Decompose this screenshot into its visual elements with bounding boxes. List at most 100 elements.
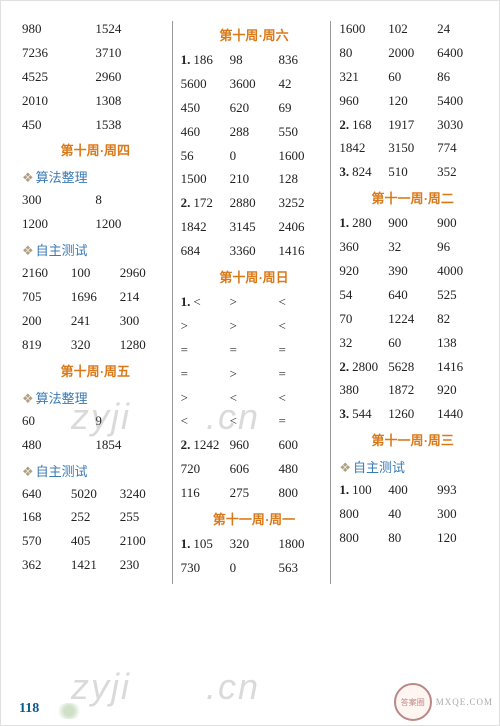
cell: 1600 xyxy=(278,148,327,165)
cell: 836 xyxy=(278,52,327,69)
cell: 9 xyxy=(95,413,168,430)
subsection: ❖自主测试 xyxy=(22,461,169,480)
cell: 96 xyxy=(437,239,486,256)
data-row: 2.17228803252 xyxy=(181,195,328,212)
cell: 1308 xyxy=(95,93,168,110)
cell: < xyxy=(230,413,279,430)
data-row: 45062069 xyxy=(181,100,328,117)
cell: 2960 xyxy=(120,265,169,282)
cell: 32 xyxy=(388,239,437,256)
cell: 320 xyxy=(71,337,120,354)
cell: 1.105 xyxy=(181,536,230,553)
cell: 2010 xyxy=(22,93,95,110)
cell: 0 xyxy=(230,148,279,165)
cell: 362 xyxy=(22,557,71,574)
data-row: 72363710 xyxy=(22,45,169,62)
watermark: zyji xyxy=(71,666,131,708)
data-row: 3603296 xyxy=(339,239,486,256)
cell: 1200 xyxy=(95,216,168,233)
cell: 1854 xyxy=(95,437,168,454)
data-row: 460288550 xyxy=(181,124,328,141)
cell: 1842 xyxy=(181,219,230,236)
cell: 120 xyxy=(388,93,437,110)
cell: 550 xyxy=(278,124,327,141)
cell: 570 xyxy=(22,533,71,550)
data-row: 3621421230 xyxy=(22,557,169,574)
cell: 400 xyxy=(388,482,437,499)
cell: 3710 xyxy=(95,45,168,62)
data-row: 1.<>< xyxy=(181,294,328,311)
cell: 102 xyxy=(388,21,437,38)
data-row: 5601600 xyxy=(181,148,328,165)
watermark: .cn xyxy=(206,666,260,708)
data-row: 7300563 xyxy=(181,560,328,577)
data-row: ><< xyxy=(181,390,328,407)
data-row: 1.100400993 xyxy=(339,482,486,499)
cell: 525 xyxy=(437,287,486,304)
cell: 3145 xyxy=(230,219,279,236)
cell: = xyxy=(181,342,230,359)
data-row: 3008 xyxy=(22,192,169,209)
data-row: === xyxy=(181,342,328,359)
cell: 56 xyxy=(181,148,230,165)
data-row: 3.824510352 xyxy=(339,164,486,181)
subsection: ❖算法整理 xyxy=(22,167,169,186)
section-header: 第十一周·周三 xyxy=(339,430,486,449)
cell: = xyxy=(278,342,327,359)
cell: 606 xyxy=(230,461,279,478)
cell: 1.100 xyxy=(339,482,388,499)
cell: 920 xyxy=(437,382,486,399)
data-row: 168252255 xyxy=(22,509,169,526)
data-row: 184231452406 xyxy=(181,219,328,236)
page-content: 9801524 72363710 45252960 20101308 45015… xyxy=(1,1,499,584)
section-header: 第十一周·周一 xyxy=(181,509,328,528)
data-row: 80040300 xyxy=(339,506,486,523)
cell: 450 xyxy=(181,100,230,117)
cell: 54 xyxy=(339,287,388,304)
data-row: 21601002960 xyxy=(22,265,169,282)
cell: 4525 xyxy=(22,69,95,86)
cell: 993 xyxy=(437,482,486,499)
cell: < xyxy=(278,390,327,407)
column-3: 160010224 8020006400 3216086 9601205400 … xyxy=(331,21,489,584)
subsection-label: 算法整理 xyxy=(36,170,88,185)
data-row: 12001200 xyxy=(22,216,169,233)
cell: 116 xyxy=(181,485,230,502)
cell: 80 xyxy=(339,45,388,62)
data-row: 8020006400 xyxy=(339,45,486,62)
cell: 3252 xyxy=(278,195,327,212)
subsection-label: 算法整理 xyxy=(36,391,88,406)
cell: 819 xyxy=(22,337,71,354)
data-row: 160010224 xyxy=(339,21,486,38)
cell: 2.1242 xyxy=(181,437,230,454)
cell: 3240 xyxy=(120,486,169,503)
cell: 200 xyxy=(22,313,71,330)
data-row: 70122482 xyxy=(339,311,486,328)
cell: 5020 xyxy=(71,486,120,503)
data-row: 609 xyxy=(22,413,169,430)
cell: 920 xyxy=(339,263,388,280)
cell: 900 xyxy=(388,215,437,232)
cell: 230 xyxy=(120,557,169,574)
cell: = xyxy=(278,366,327,383)
section-header: 第十周·周六 xyxy=(181,25,328,44)
page-number: 118 xyxy=(19,701,39,717)
data-row: 7051696214 xyxy=(22,289,169,306)
cell: 800 xyxy=(339,530,388,547)
data-row: 2.16819173030 xyxy=(339,117,486,134)
data-row: 1.280900900 xyxy=(339,215,486,232)
cell: > xyxy=(181,390,230,407)
cell: 70 xyxy=(339,311,388,328)
cell: 275 xyxy=(230,485,279,502)
cell: 80 xyxy=(388,530,437,547)
data-row: 18423150774 xyxy=(339,140,486,157)
cell: 60 xyxy=(388,69,437,86)
cell: 82 xyxy=(437,311,486,328)
cell: 720 xyxy=(181,461,230,478)
cell: 980 xyxy=(22,21,95,38)
data-row: 2.1242960600 xyxy=(181,437,328,454)
cell: 2.168 xyxy=(339,117,388,134)
cell: 300 xyxy=(120,313,169,330)
item-number: 2. xyxy=(339,359,349,374)
cell: 800 xyxy=(339,506,388,523)
